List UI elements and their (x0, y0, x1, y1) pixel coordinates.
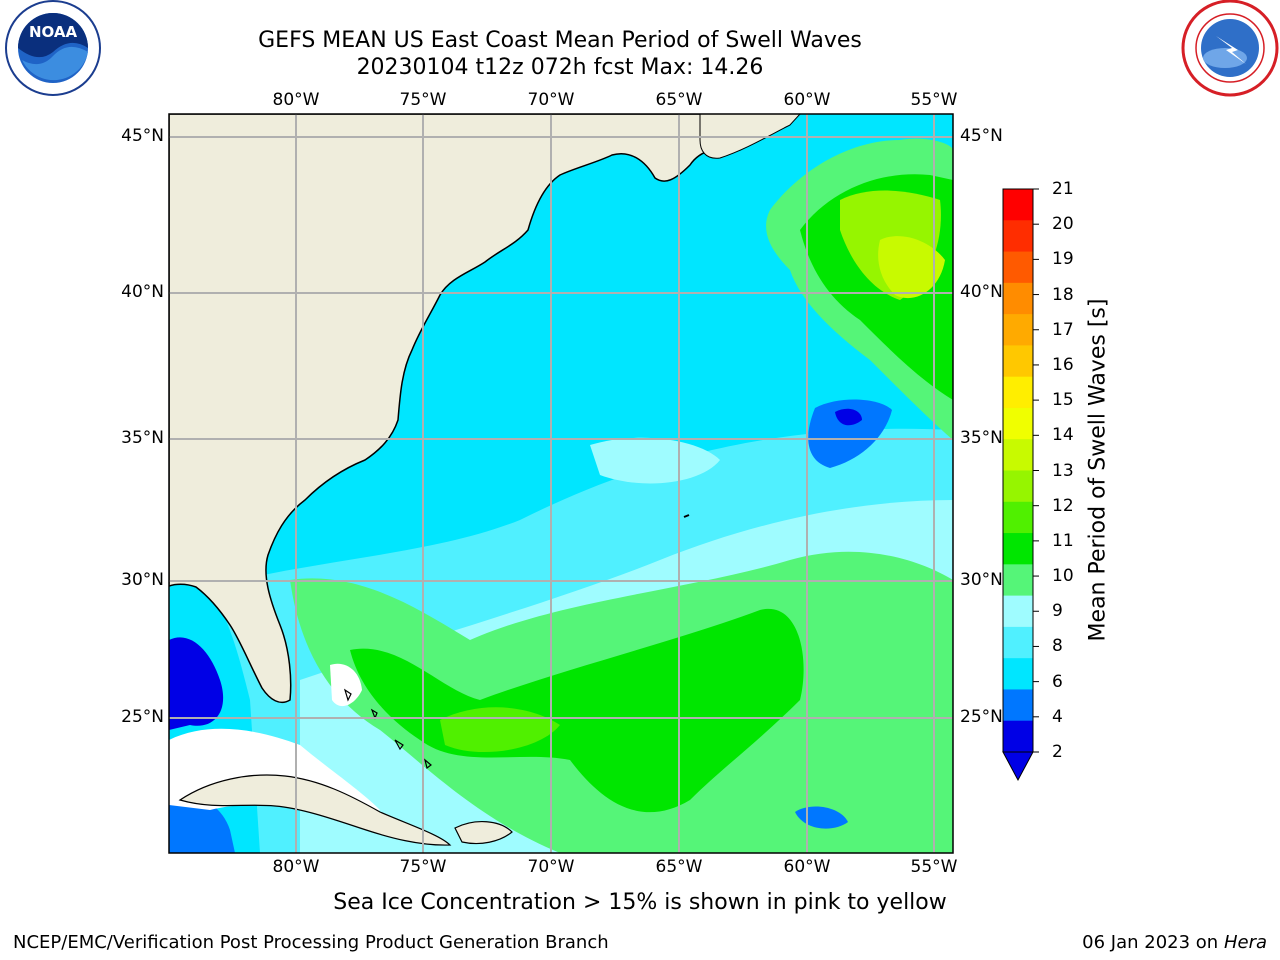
colorbar-tick-label: 9 (1052, 601, 1063, 622)
swell-patch-8-9 (590, 437, 720, 484)
colorbar-swatch (1003, 626, 1033, 659)
footer-date-text: 06 Jan 2023 on (1082, 932, 1219, 953)
longitude-label-bottom: 70°W (527, 857, 575, 877)
map-subtitle: 20230104 t12z 072h fcst Max: 14.26 (356, 55, 764, 80)
colorbar-swatch (1003, 439, 1033, 471)
latitude-label-right: 30°N (960, 570, 1003, 590)
latitude-label-left: 35°N (121, 428, 164, 448)
longitude-label-top: 60°W (783, 90, 831, 110)
colorbar-tick-label: 21 (1052, 179, 1074, 199)
latitude-label-right: 40°N (960, 282, 1003, 302)
colorbar-tick-label: 20 (1052, 214, 1074, 235)
colorbar-swatch (1003, 189, 1033, 221)
colorbar-tick-label: 19 (1052, 249, 1074, 270)
colorbar-tick-label: 18 (1052, 284, 1074, 305)
north-america-land (169, 114, 801, 704)
colorbar-swatch (1003, 376, 1033, 409)
colorbar-tick-label: 8 (1052, 636, 1063, 657)
colorbar-swatch (1003, 720, 1033, 753)
latitude-label-left: 45°N (121, 126, 164, 146)
bermuda-island (683, 514, 690, 518)
footer-date: 06 Jan 2023 on Hera (1082, 932, 1267, 953)
colorbar-swatch (1003, 345, 1033, 378)
longitude-label-bottom: 55°W (910, 857, 958, 877)
longitude-label-top: 65°W (655, 90, 703, 110)
latitude-label-left: 30°N (121, 570, 164, 590)
colorbar-swatch (1003, 407, 1033, 440)
sea-ice-note: Sea Ice Concentration > 15% is shown in … (333, 890, 947, 915)
footer-machine: Hera (1223, 932, 1267, 953)
colorbar-tick-label: 13 (1052, 460, 1074, 481)
colorbar-tick-label: 10 (1052, 566, 1074, 587)
gulf-low-patch (169, 637, 224, 730)
latitude-label-left: 25°N (121, 707, 164, 727)
swell-low-patch-south (795, 806, 848, 829)
colorbar-tick-label: 15 (1052, 390, 1074, 411)
longitude-label-bottom: 80°W (272, 857, 320, 877)
colorbar-swatch (1003, 564, 1033, 597)
swell-zone-10-11 (350, 608, 804, 813)
colorbar-swatch (1003, 251, 1033, 284)
swell-min-patch (835, 408, 862, 426)
latitude-label-right: 45°N (960, 126, 1003, 146)
colorbar-extend-triangle (1002, 751, 1034, 782)
colorbar-swatch (1003, 282, 1033, 315)
colorbar-swatch (1003, 658, 1033, 690)
colorbar-tick-label: 14 (1052, 425, 1074, 446)
colorbar-tick-label: 4 (1052, 706, 1063, 727)
colorbar-swatch (1003, 533, 1033, 565)
colorbar-swatch (1003, 595, 1033, 628)
colorbar-swatch (1003, 470, 1033, 503)
graticule (169, 114, 953, 853)
longitude-label-bottom: 60°W (783, 857, 831, 877)
latitude-label-right: 35°N (960, 428, 1003, 448)
swell-zone-ne-13-14 (878, 236, 945, 299)
colorbar-swatch (1003, 501, 1033, 534)
longitude-label-bottom: 65°W (655, 857, 703, 877)
swell-low-patch (808, 399, 892, 468)
colorbar-tick-label: 6 (1052, 671, 1063, 692)
missing-data-bahamas (330, 663, 362, 707)
longitude-label-top: 80°W (272, 90, 320, 110)
gulf-low-patch-south (169, 796, 235, 853)
cuba-land (178, 774, 452, 846)
colorbar-tick-label: 11 (1052, 530, 1074, 551)
longitude-label-bottom: 75°W (399, 857, 447, 877)
colorbar-swatch (1003, 314, 1033, 346)
colorbar-tick-label: 17 (1052, 319, 1074, 340)
noaa-logo-text: NOAA (29, 23, 78, 41)
longitude-label-top: 75°W (399, 90, 447, 110)
colorbar-swatch (1003, 689, 1033, 722)
map-frame (168, 113, 954, 854)
footer-credit: NCEP/EMC/Verification Post Processing Pr… (13, 932, 609, 953)
hispaniola-land (454, 821, 513, 845)
colorbar-title: Mean Period of Swell Waves [s] (1085, 298, 1111, 642)
colorbar-tick-label: 16 (1052, 354, 1074, 375)
latitude-label-right: 25°N (960, 707, 1003, 727)
latitude-label-left: 40°N (121, 282, 164, 302)
map-title: GEFS MEAN US East Coast Mean Period of S… (258, 28, 862, 53)
longitude-label-top: 55°W (910, 90, 958, 110)
colorbar-tick-label: 2 (1052, 742, 1063, 762)
colorbar-tick-label: 12 (1052, 495, 1074, 516)
noaa-logo: NOAA (5, 0, 101, 96)
map-field (169, 114, 953, 853)
longitude-label-top: 70°W (527, 90, 575, 110)
colorbar (1002, 188, 1039, 782)
colorbar-swatch (1003, 220, 1033, 253)
bahamas-islands (343, 688, 432, 770)
nws-logo (1181, 0, 1279, 97)
